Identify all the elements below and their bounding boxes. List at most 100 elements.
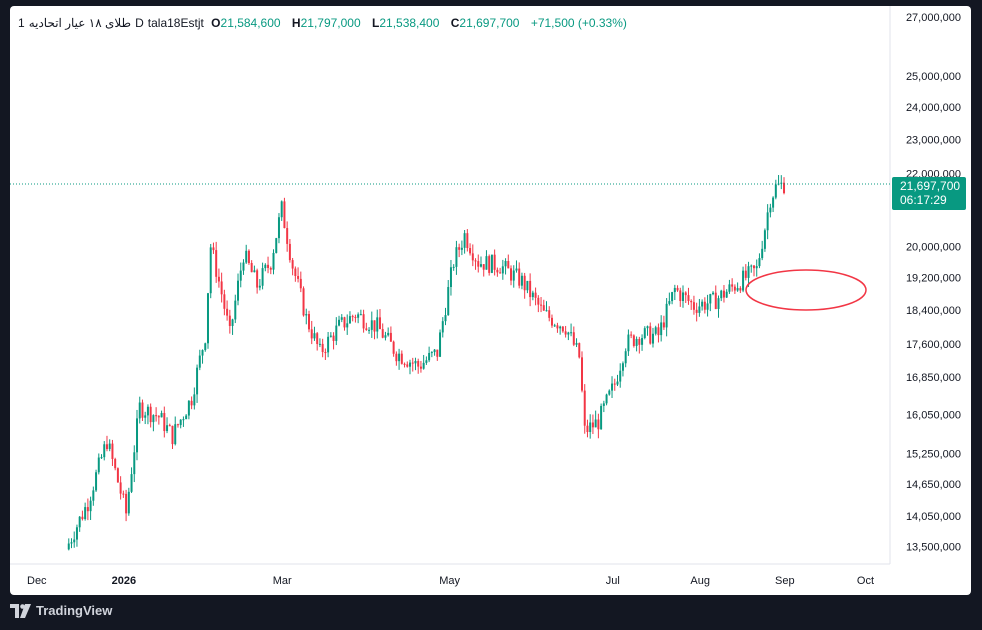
candle-up	[763, 230, 766, 249]
candle-up	[501, 266, 504, 274]
chart-canvas[interactable]: 27,000,000 25,000,000 24,000,000 23,000,000…	[10, 6, 971, 595]
candle-up	[422, 362, 425, 369]
high-label: H	[291, 16, 301, 30]
chart-frame[interactable]: 27,000,000 25,000,000 24,000,000 23,000,000…	[10, 6, 971, 595]
candle-up	[455, 247, 458, 267]
candle-up	[127, 491, 130, 514]
candle-down	[116, 468, 119, 483]
candle-down	[731, 284, 734, 287]
candle-down	[190, 400, 193, 406]
candle-down	[471, 253, 474, 261]
candle-up	[144, 415, 147, 418]
candle-down	[81, 516, 84, 520]
candle-down	[308, 314, 310, 330]
candle-down	[381, 329, 384, 338]
candle-down	[597, 419, 600, 430]
candle-up	[398, 353, 401, 362]
candle-down	[217, 276, 220, 282]
candle-up	[242, 262, 245, 271]
legend-symbol: طلای ۱۸ عیار اتحادیه	[28, 16, 132, 30]
candle-down	[662, 322, 665, 328]
y-tick-label: 16,050,000	[906, 409, 961, 421]
candle-down	[703, 301, 706, 310]
candle-up	[515, 268, 518, 271]
candle-down	[256, 270, 259, 288]
candle-up	[627, 334, 630, 352]
candle-up	[245, 250, 248, 263]
candle-down	[362, 314, 365, 329]
candle-down	[550, 317, 553, 326]
candle-up	[706, 303, 709, 310]
legend-exchange: tala18Estjt	[147, 16, 204, 30]
candle-down	[365, 328, 368, 330]
candle-up	[660, 322, 663, 336]
candle-down	[556, 325, 559, 329]
y-tick-label: 27,000,000	[906, 12, 961, 24]
candle-up	[439, 332, 442, 357]
candle-up	[671, 292, 674, 302]
candle-up	[370, 320, 373, 330]
candle-up	[624, 351, 627, 364]
candle-down	[499, 272, 502, 274]
candle-up	[133, 452, 136, 475]
candle-down	[168, 425, 171, 427]
candle-up	[160, 413, 163, 418]
candle-down	[389, 332, 392, 342]
candle-up	[545, 310, 548, 312]
low-value: 21,538,400	[379, 16, 440, 30]
candle-up	[146, 406, 149, 416]
candle-down	[163, 413, 166, 432]
candle-up	[387, 332, 390, 336]
candle-up	[179, 419, 182, 426]
candle-down	[171, 425, 174, 445]
candle-down	[752, 265, 755, 269]
candle-up	[761, 248, 764, 259]
tradingview-brand[interactable]: TradingView	[10, 603, 112, 618]
candle-up	[329, 335, 332, 337]
candle-down	[215, 250, 218, 277]
candle-up	[747, 266, 750, 278]
candle-up	[272, 252, 275, 270]
last-price-value: 21,697,700	[900, 179, 961, 193]
candle-down	[419, 366, 422, 369]
candle-up	[728, 284, 731, 292]
candle-up	[725, 291, 728, 298]
open-value: 21,584,600	[220, 16, 281, 30]
candle-up	[280, 201, 283, 218]
candle-up	[187, 400, 190, 416]
candle-up	[755, 266, 758, 269]
candle-up	[261, 268, 264, 286]
candle-up	[237, 280, 240, 301]
candle-down	[354, 316, 357, 318]
candle-up	[359, 314, 362, 316]
candle-up	[182, 419, 185, 421]
candle-down	[537, 297, 540, 305]
y-tick-label: 16,850,000	[906, 372, 961, 384]
candle-down	[220, 281, 223, 295]
candle-down	[722, 290, 725, 298]
candle-up	[780, 182, 783, 184]
candle-up	[428, 352, 431, 361]
candle-up	[185, 415, 188, 420]
ellipse-drawing[interactable]	[745, 269, 867, 311]
candle-down	[482, 264, 485, 270]
candle-down	[316, 333, 319, 345]
y-tick-label: 25,000,000	[906, 71, 961, 83]
candle-up	[174, 424, 177, 445]
candle-up	[318, 343, 321, 345]
candle-down	[676, 287, 679, 291]
candle-up	[520, 275, 523, 286]
x-tick-label: Sep	[775, 575, 795, 587]
candle-down	[114, 458, 117, 469]
candle-down	[542, 305, 545, 311]
candle-up	[463, 233, 466, 248]
candle-down	[739, 288, 742, 291]
candle-up	[335, 325, 338, 341]
candle-up	[504, 260, 507, 267]
candle-up	[206, 293, 209, 344]
candle-down	[523, 275, 526, 291]
candle-up	[570, 332, 573, 334]
candle-up	[275, 238, 278, 253]
candle-down	[155, 415, 158, 417]
